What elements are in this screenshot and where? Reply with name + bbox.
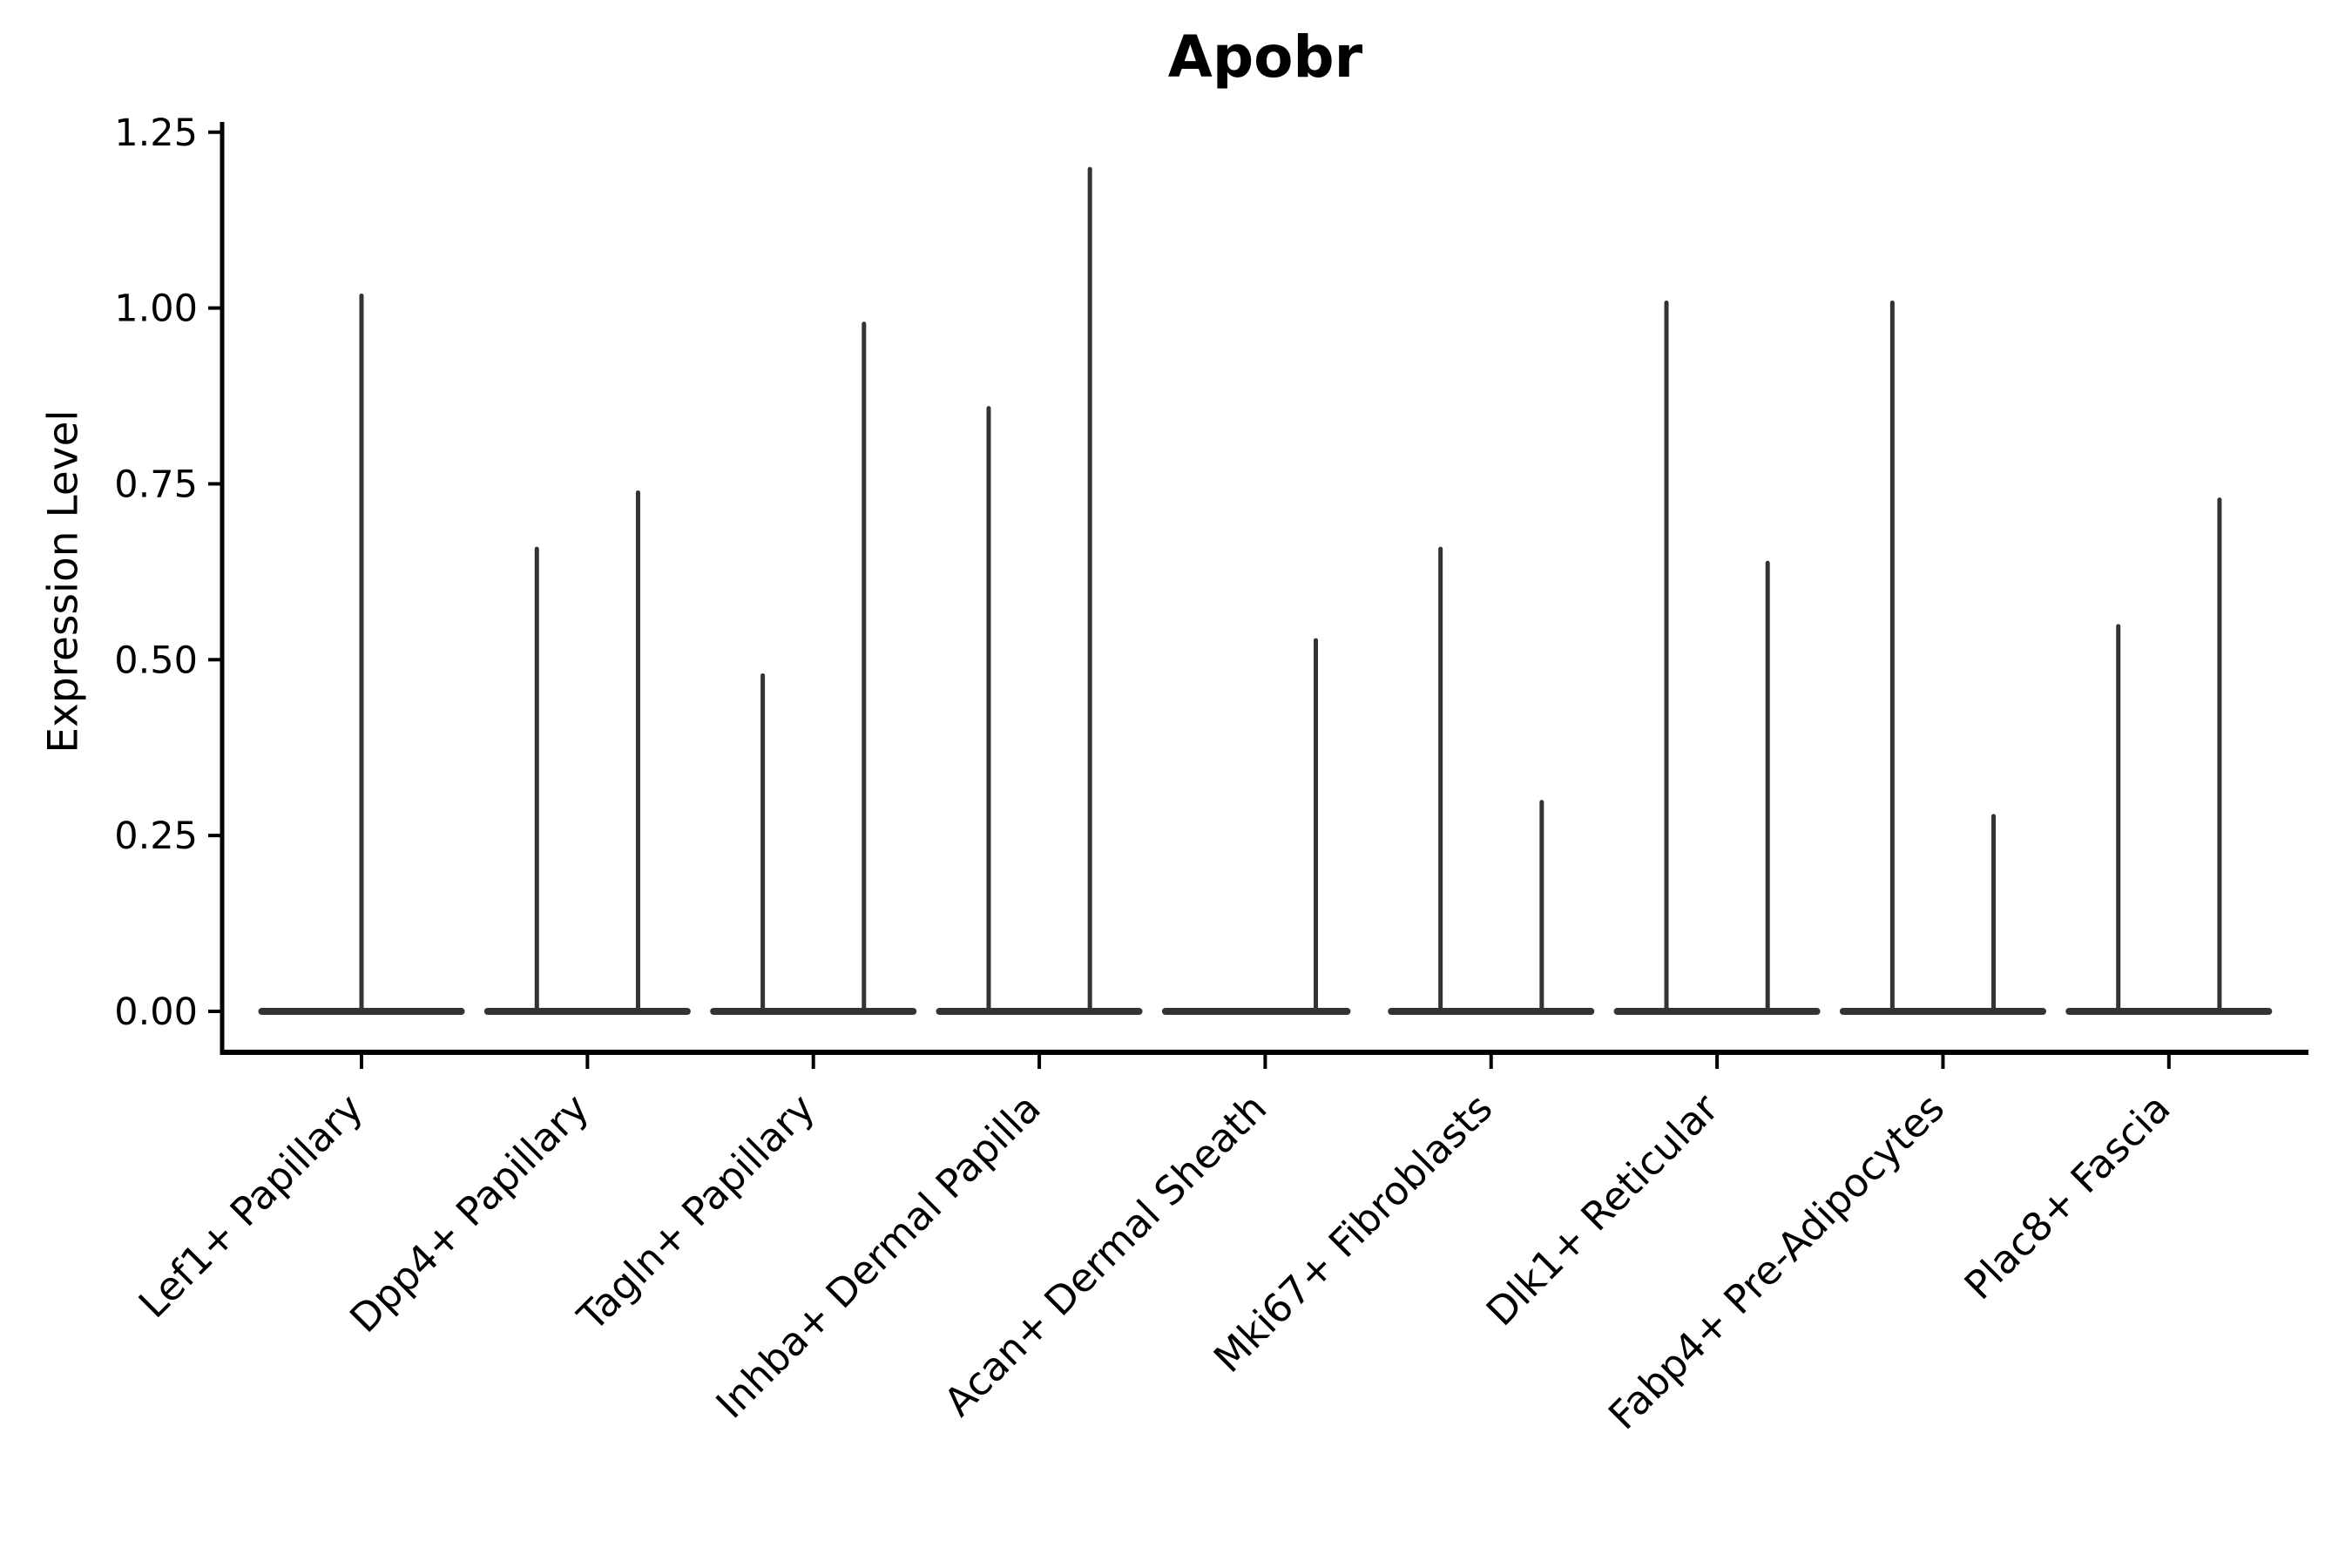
x-tick-label: Tagln+ Papillary [568,1085,823,1340]
x-tick-label: Dpp4+ Papillary [341,1085,598,1342]
y-tick-label: 0.50 [114,639,198,682]
violin-baseline [1839,1008,2046,1015]
y-tick-label: 0.00 [114,990,198,1034]
y-tick-label: 1.25 [114,112,198,155]
violin-baseline [1161,1008,1351,1015]
y-tick-label: 0.75 [114,463,198,506]
x-tick-label: Plac8+ Fascia [1956,1085,2180,1308]
violin-baseline [1388,1008,1595,1015]
violin-baseline [710,1008,917,1015]
violin-baseline [483,1008,691,1015]
y-tick-label: 1.00 [114,287,198,331]
x-tick-label: Lef1+ Papillary [130,1085,372,1327]
violin-baseline [936,1008,1143,1015]
x-tick-label: Dlk1+ Reticular [1477,1085,1727,1335]
y-tick-label: 0.25 [114,814,198,858]
violin-baseline [1613,1008,1821,1015]
chart-title: Apobr [1167,24,1363,91]
violin-baseline [2065,1008,2273,1015]
